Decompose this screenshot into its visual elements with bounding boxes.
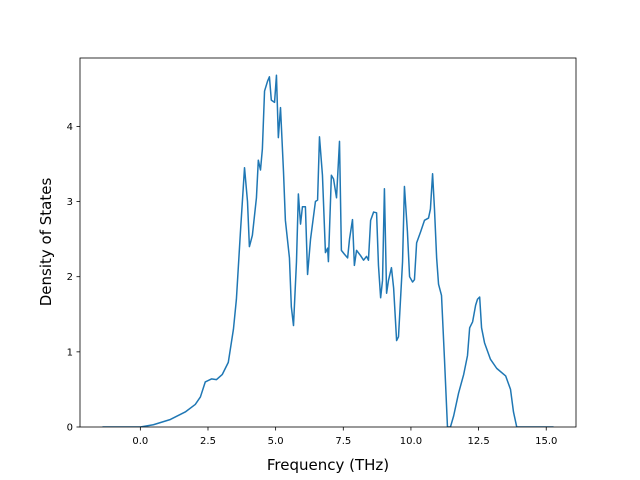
x-tick-label: 7.5 bbox=[335, 436, 351, 447]
y-tick-label: 2 bbox=[67, 272, 73, 283]
line-series bbox=[102, 74, 554, 427]
x-tick-label: 10.0 bbox=[400, 436, 422, 447]
x-axis-label: Frequency (THz) bbox=[267, 456, 389, 474]
x-tick-label: 0.0 bbox=[132, 436, 148, 447]
y-tick-label: 4 bbox=[67, 122, 73, 133]
y-tick-label: 0 bbox=[67, 423, 73, 434]
plot-frame bbox=[79, 57, 577, 428]
x-tick-label: 15.0 bbox=[535, 436, 557, 447]
y-tick-label: 3 bbox=[67, 197, 73, 208]
x-tick-label: 2.5 bbox=[200, 436, 216, 447]
y-axis-label: Density of States bbox=[37, 178, 55, 307]
x-tick-label: 5.0 bbox=[268, 436, 284, 447]
x-tick-label: 12.5 bbox=[467, 436, 489, 447]
y-tick-label: 1 bbox=[67, 347, 73, 358]
